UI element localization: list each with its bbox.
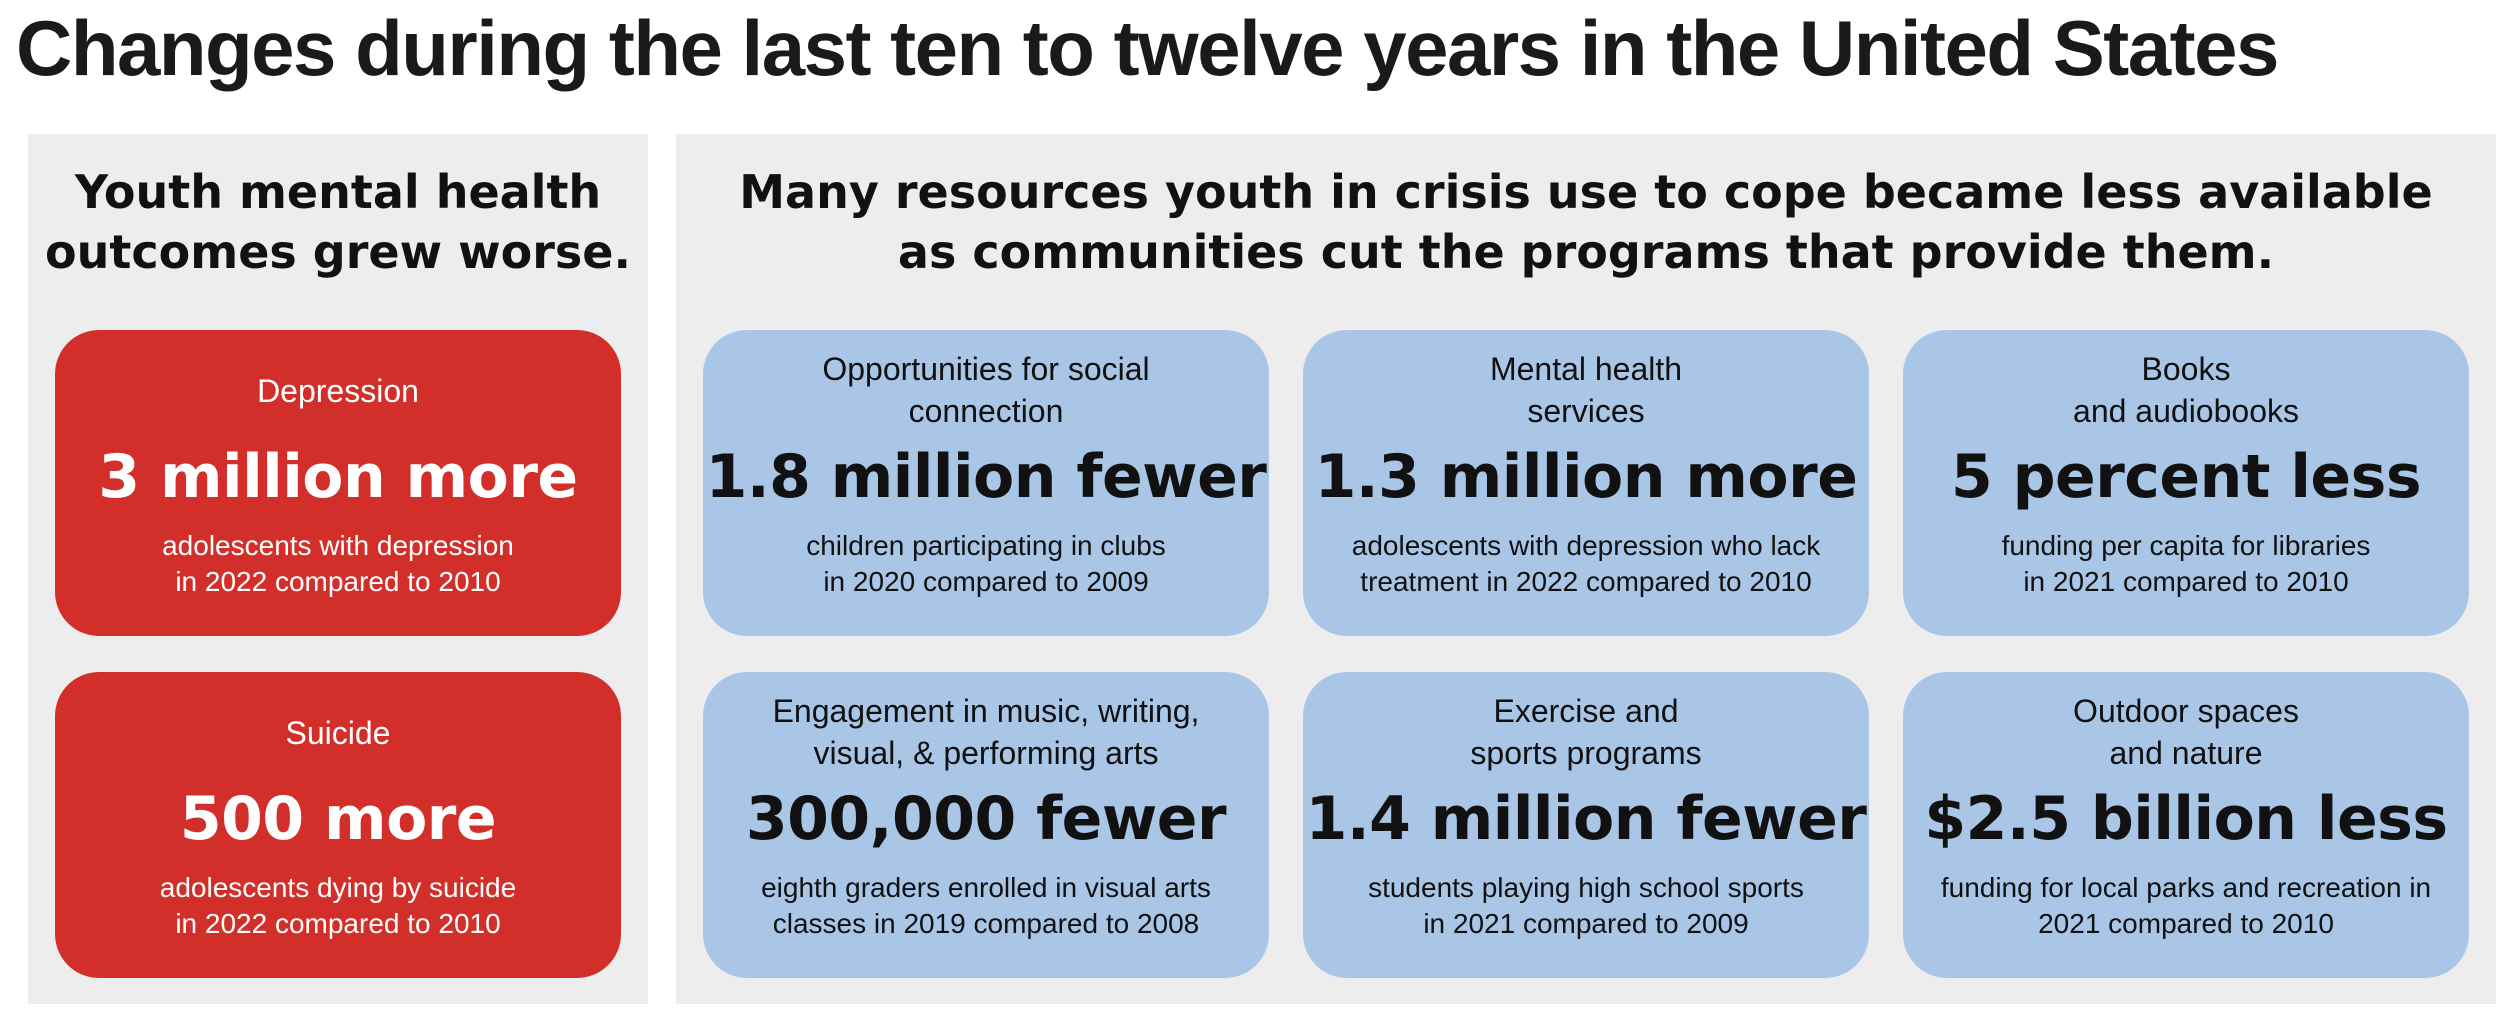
card-description-line: in 2022 compared to 2010 xyxy=(175,566,501,597)
resource-card-outdoor-spaces: Outdoor spaces and nature $2.5 billion l… xyxy=(1903,672,2469,978)
card-description-line: students playing high school sports xyxy=(1368,872,1804,903)
card-description: eighth graders enrolled in visual arts c… xyxy=(703,870,1269,942)
card-description: students playing high school sports in 2… xyxy=(1303,870,1869,942)
card-stat: 5 percent less xyxy=(1950,442,2422,512)
card-label: Depression xyxy=(55,370,621,412)
card-description-line: treatment in 2022 compared to 2010 xyxy=(1360,566,1812,597)
card-description-line: in 2021 compared to 2009 xyxy=(1423,908,1749,939)
resource-card-social-connection: Opportunities for social connection 1.8 … xyxy=(703,330,1269,636)
card-label: Exercise and sports programs xyxy=(1303,690,1869,774)
resources-panel: Many resources youth in crisis use to co… xyxy=(676,134,2496,1004)
card-stat: 1.3 million more xyxy=(1314,442,1858,512)
card-label-line: Exercise and xyxy=(1493,693,1679,729)
card-description: funding for local parks and recreation i… xyxy=(1903,870,2469,942)
card-description-line: adolescents with depression xyxy=(162,530,514,561)
resources-heading: Many resources youth in crisis use to co… xyxy=(676,162,2496,282)
card-description-line: funding per capita for libraries xyxy=(2001,530,2371,561)
card-label-line: connection xyxy=(908,393,1064,429)
card-stat: $2.5 billion less xyxy=(1924,784,2448,854)
card-description-line: adolescents dying by suicide xyxy=(159,872,517,903)
card-description: adolescents with depression who lack tre… xyxy=(1303,528,1869,600)
card-stat: 1.8 million fewer xyxy=(705,442,1267,512)
card-description-line: eighth graders enrolled in visual arts xyxy=(761,872,1211,903)
card-label-line: Suicide xyxy=(285,715,391,751)
card-label-line: Outdoor spaces xyxy=(2073,693,2299,729)
card-label-line: Engagement in music, writing, xyxy=(772,693,1200,729)
resources-heading-line: Many resources youth in crisis use to co… xyxy=(739,165,2433,219)
outcome-card-depression: Depression 3 million more adolescents wi… xyxy=(55,330,621,636)
card-description-line: in 2021 compared to 2010 xyxy=(2023,566,2349,597)
card-description: funding per capita for libraries in 2021… xyxy=(1903,528,2469,600)
card-stat: 500 more xyxy=(179,784,497,854)
page-title: Changes during the last ten to twelve ye… xyxy=(16,4,2279,92)
resources-heading-line: as communities cut the programs that pro… xyxy=(897,225,2275,279)
card-label-line: Opportunities for social xyxy=(822,351,1150,387)
card-description-line: in 2022 compared to 2010 xyxy=(175,908,501,939)
card-description: adolescents with depression in 2022 comp… xyxy=(55,528,621,600)
card-label-line: Books xyxy=(2141,351,2231,387)
card-description-line: in 2020 compared to 2009 xyxy=(823,566,1149,597)
resource-card-mental-health-services: Mental health services 1.3 million more … xyxy=(1303,330,1869,636)
card-label-line: visual, & performing arts xyxy=(813,735,1159,771)
card-description-line: adolescents with depression who lack xyxy=(1351,530,1821,561)
resource-card-arts: Engagement in music, writing, visual, & … xyxy=(703,672,1269,978)
card-label-line: Depression xyxy=(257,373,419,409)
card-stat: 1.4 million fewer xyxy=(1305,784,1867,854)
outcomes-heading-line: outcomes grew worse. xyxy=(45,225,631,279)
card-description-line: children participating in clubs xyxy=(806,530,1166,561)
card-label-line: and audiobooks xyxy=(2073,393,2299,429)
card-label: Outdoor spaces and nature xyxy=(1903,690,2469,774)
card-label-line: sports programs xyxy=(1470,735,1702,771)
card-description: adolescents dying by suicide in 2022 com… xyxy=(55,870,621,942)
outcomes-heading-line: Youth mental health xyxy=(74,165,602,219)
resource-card-books: Books and audiobooks 5 percent less fund… xyxy=(1903,330,2469,636)
card-stat: 3 million more xyxy=(98,442,578,512)
outcomes-heading: Youth mental health outcomes grew worse. xyxy=(28,162,648,282)
outcome-card-suicide: Suicide 500 more adolescents dying by su… xyxy=(55,672,621,978)
card-label-line: services xyxy=(1527,393,1645,429)
card-label: Mental health services xyxy=(1303,348,1869,432)
resource-card-sports: Exercise and sports programs 1.4 million… xyxy=(1303,672,1869,978)
card-label-line: and nature xyxy=(2109,735,2263,771)
outcomes-panel: Youth mental health outcomes grew worse.… xyxy=(28,134,648,1004)
card-label: Engagement in music, writing, visual, & … xyxy=(703,690,1269,774)
card-stat: 300,000 fewer xyxy=(745,784,1227,854)
card-label-line: Mental health xyxy=(1489,351,1683,387)
card-description: children participating in clubs in 2020 … xyxy=(703,528,1269,600)
card-label: Suicide xyxy=(55,712,621,754)
card-description-line: 2021 compared to 2010 xyxy=(2038,908,2334,939)
card-description-line: funding for local parks and recreation i… xyxy=(1940,872,2432,903)
card-label: Books and audiobooks xyxy=(1903,348,2469,432)
card-description-line: classes in 2019 compared to 2008 xyxy=(772,908,1200,939)
card-label: Opportunities for social connection xyxy=(703,348,1269,432)
